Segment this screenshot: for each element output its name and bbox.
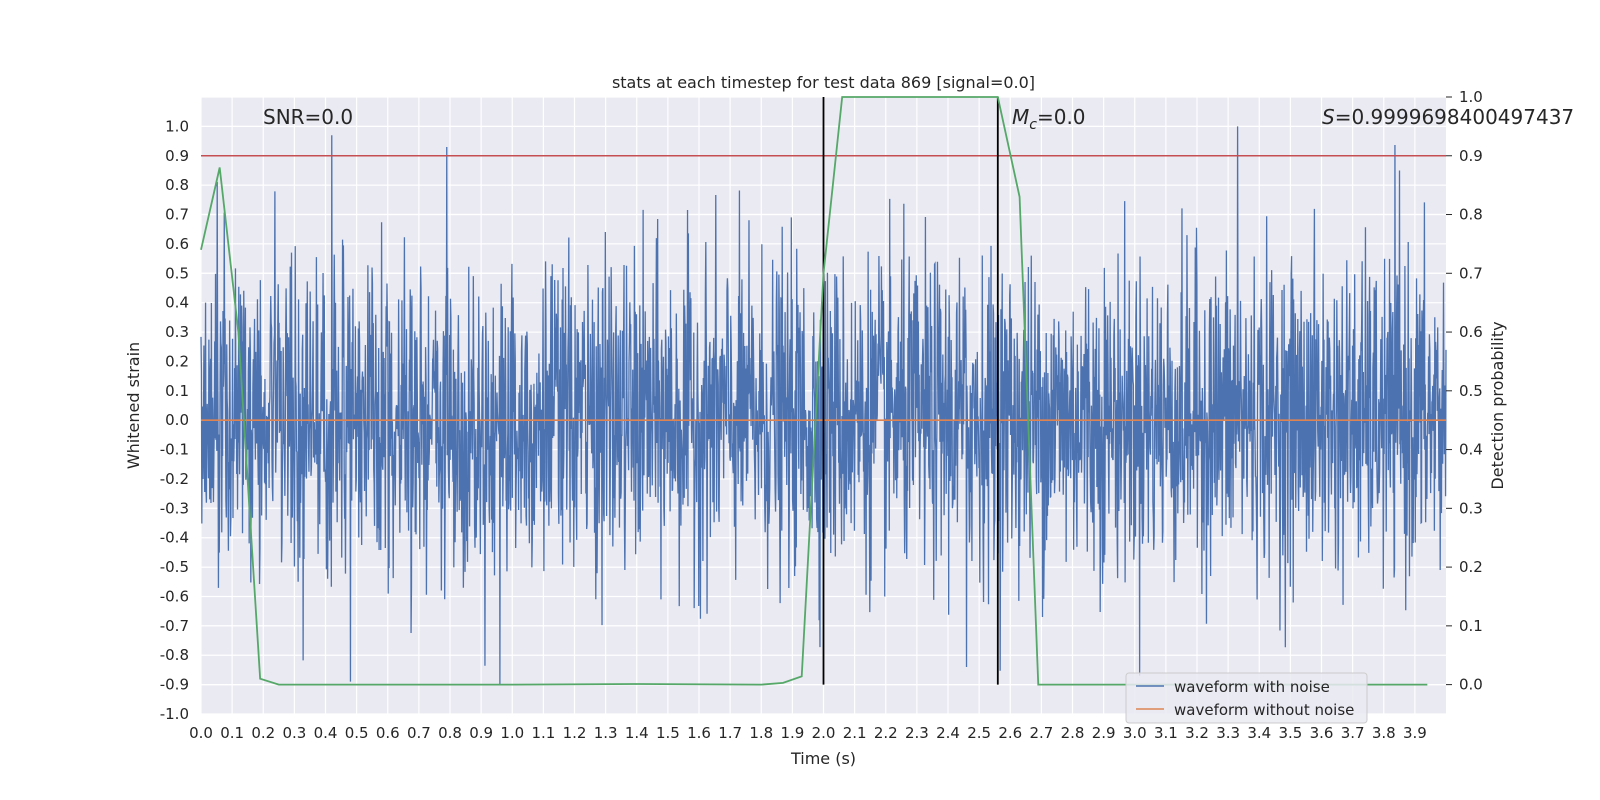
y-tick-label: -0.2 [160,470,189,488]
s-value: =0.9999698400497437 [1335,105,1574,129]
x-tick-label: 1.5 [656,724,680,742]
legend-box [1125,672,1368,724]
y-tick-label: -0.3 [160,499,189,517]
y-tick-label: 0.7 [165,206,189,224]
y2-tick-label: 0.0 [1459,676,1483,694]
x-tick-label: 3.1 [1154,724,1178,742]
x-tick-label: 1.9 [780,724,804,742]
y-tick-label: -1.0 [160,705,189,723]
x-tick-label: 3.2 [1185,724,1209,742]
x-tick-label: 1.1 [531,724,555,742]
chart-title: stats at each timestep for test data 869… [612,73,1035,92]
x-tick-label: 1.8 [749,724,773,742]
legend-label-clean: waveform without noise [1174,701,1354,719]
legend: waveform with noise waveform without noi… [1125,672,1368,724]
x-tick-label: 0.8 [438,724,462,742]
s-annotation: S=0.9999698400497437 [1322,105,1574,129]
y-tick-label: -0.7 [160,617,189,635]
mc-value: =0.0 [1037,105,1086,129]
x-tick-label: 0.6 [376,724,400,742]
y2-tick-label: 0.4 [1459,441,1483,459]
x-tick-label: 3.5 [1278,724,1302,742]
x-tick-label: 0.7 [407,724,431,742]
legend-label-noise: waveform with noise [1174,678,1330,696]
y-axis-label: Whitened strain [124,342,143,469]
x-tick-label: 2.3 [905,724,929,742]
y2-tick-label: 0.9 [1459,147,1483,165]
detection-probability-line [200,96,1428,686]
y-tick-label: 0.2 [165,352,189,370]
y-tick-label: 0.5 [165,264,189,282]
x-tick-label: 0.0 [189,724,213,742]
y2-tick-label: 0.2 [1459,558,1483,576]
y-tick-label: 0.0 [165,411,189,429]
mc-annotation: Mc=0.0 [1012,105,1086,133]
x-tick-label: 1.3 [594,724,618,742]
x-tick-label: 1.0 [500,724,524,742]
y-tick-label: 0.9 [165,147,189,165]
y-tick-label: 0.3 [165,323,189,341]
overlay-lines [200,96,1446,686]
y-tick-label: -0.1 [160,441,189,459]
x-tick-label: 2.5 [967,724,991,742]
y-tick-label: 0.4 [165,294,189,312]
x-axis-label: Time (s) [790,749,856,768]
x-tick-label: 0.2 [251,724,275,742]
tick-labels: 0.0 0.1 0.2 0.3 0.4 0.5 0.6 0.7 0.8 0.9 1.0 1.1 1.2 1… [160,88,1483,742]
x-tick-label: 3.7 [1341,724,1365,742]
y2-tick-label: 1.0 [1459,88,1483,106]
y2-tick-label: 0.7 [1459,264,1483,282]
x-tick-label: 2.9 [1092,724,1116,742]
y-tick-label: 0.1 [165,382,189,400]
y-tick-label: 0.8 [165,176,189,194]
y2-axis-label: Detection probability [1488,321,1507,489]
y-tick-label: -0.9 [160,676,189,694]
x-tick-label: 2.1 [843,724,867,742]
x-tick-label: 2.4 [936,724,960,742]
x-tick-label: 2.6 [998,724,1022,742]
x-tick-label: 0.1 [220,724,244,742]
x-tick-label: 3.8 [1372,724,1396,742]
x-tick-label: 3.6 [1310,724,1334,742]
x-tick-label: 1.6 [687,724,711,742]
x-tick-label: 2.0 [812,724,836,742]
x-tick-label: 2.7 [1029,724,1053,742]
x-tick-label: 1.2 [563,724,587,742]
y2-tick-label: 0.6 [1459,323,1483,341]
x-tick-label: 0.9 [469,724,493,742]
y-tick-label: -0.4 [160,529,189,547]
y-tick-label: -0.6 [160,587,189,605]
x-tick-label: 3.4 [1247,724,1271,742]
x-tick-label: 3.0 [1123,724,1147,742]
x-tick-label: 0.4 [314,724,338,742]
s-symbol: S [1322,105,1335,129]
y2-tick-label: 0.3 [1459,499,1483,517]
snr-annotation: SNR=0.0 [263,105,353,129]
y-tick-label: -0.5 [160,558,189,576]
y-tick-label: 1.0 [165,117,189,135]
x-tick-label: 3.9 [1403,724,1427,742]
y2-tick-label: 0.8 [1459,206,1483,224]
x-tick-label: 0.5 [345,724,369,742]
y-tick-label: 0.6 [165,235,189,253]
x-tick-label: 2.2 [874,724,898,742]
y-tick-label: -0.8 [160,646,189,664]
y2-tick-label: 0.1 [1459,617,1483,635]
mc-subscript: c [1029,117,1037,133]
x-tick-label: 0.3 [282,724,306,742]
mc-symbol: M [1012,105,1029,129]
x-tick-label: 3.3 [1216,724,1240,742]
x-tick-label: 1.7 [718,724,742,742]
y2-tick-label: 0.5 [1459,382,1483,400]
x-tick-label: 1.4 [625,724,649,742]
x-tick-label: 2.8 [1061,724,1085,742]
